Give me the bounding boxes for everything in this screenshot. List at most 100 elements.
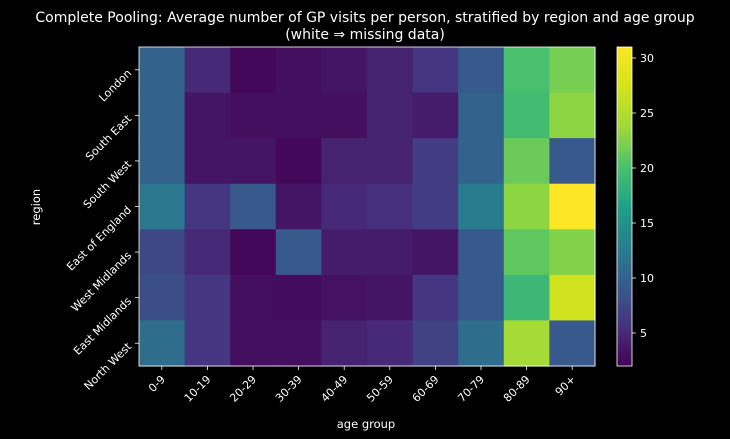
- heatmap-cell: [275, 138, 322, 185]
- heatmap-cell: [367, 229, 414, 276]
- y-tick-label: London: [96, 67, 134, 105]
- heatmap-cell: [458, 274, 505, 322]
- heatmap-cell: [412, 138, 459, 185]
- colorbar-tick-label: 25: [640, 107, 654, 120]
- heatmap-cell: [321, 274, 368, 322]
- heatmap-cell: [458, 47, 505, 94]
- y-axis-label: region: [29, 189, 43, 225]
- colorbar-tick-label: 10: [640, 272, 654, 285]
- heatmap-cell: [367, 92, 414, 139]
- heatmap-cell: [412, 183, 459, 230]
- x-tick-label: 30-39: [273, 373, 305, 405]
- heatmap-cell: [139, 320, 186, 367]
- heatmap-cell: [321, 92, 368, 139]
- x-tick-label: 10-19: [182, 373, 214, 405]
- heatmap-cell: [275, 320, 322, 367]
- heatmap-cell: [184, 229, 231, 276]
- chart-title-line1: Complete Pooling: Average number of GP v…: [35, 10, 694, 26]
- heatmap-cell: [367, 274, 414, 322]
- heatmap-cell: [549, 229, 596, 276]
- heatmap-cell: [503, 274, 550, 322]
- heatmap-cell: [184, 138, 231, 185]
- heatmap-cell: [230, 92, 277, 139]
- heatmap-cell: [139, 47, 186, 94]
- colorbar-ticks: 5 10 15 20 25 30: [632, 52, 654, 340]
- heatmap-cell: [458, 138, 505, 185]
- heatmap-cell: [184, 92, 231, 139]
- x-axis-label: age group: [337, 417, 395, 431]
- heatmap-cell: [503, 138, 550, 185]
- x-tick-label: 20-29: [227, 373, 259, 405]
- chart-title-line2: (white ⇒ missing data): [285, 27, 445, 43]
- heatmap-cell: [139, 229, 186, 276]
- heatmap-cell: [184, 274, 231, 322]
- y-tick-label: South West: [81, 157, 135, 211]
- colorbar-tick-label: 20: [640, 162, 654, 175]
- heatmap-cell: [275, 229, 322, 276]
- heatmap-cell: [549, 138, 596, 185]
- heatmap-cell: [230, 274, 277, 322]
- heatmap-cell: [321, 47, 368, 94]
- colorbar-tick-label: 5: [640, 327, 647, 340]
- colorbar-tick-label: 30: [640, 52, 654, 65]
- heatmap-cell: [549, 47, 596, 94]
- heatmap-cell: [367, 320, 414, 367]
- heatmap-cell: [549, 183, 596, 230]
- heatmap-cells: [138, 46, 596, 367]
- x-tick-label: 70-79: [455, 373, 487, 405]
- heatmap-cell: [412, 229, 459, 276]
- heatmap-cell: [321, 229, 368, 276]
- heatmap-cell: [458, 92, 505, 139]
- heatmap-cell: [549, 274, 596, 322]
- colorbar-tick-label: 15: [640, 217, 654, 230]
- heatmap-cell: [458, 320, 505, 367]
- heatmap-cell: [367, 183, 414, 230]
- heatmap-cell: [549, 320, 596, 367]
- x-tick-label: 90+: [553, 373, 579, 399]
- x-axis-ticks: 0-9 10-19 20-29 30-39 40-49 50-59 60-69 70-79 80…: [146, 366, 578, 405]
- heatmap-cell: [139, 183, 186, 230]
- heatmap-cell: [139, 92, 186, 139]
- heatmap-cell: [230, 229, 277, 276]
- heatmap-cell: [275, 183, 322, 230]
- x-tick-label: 50-59: [364, 373, 396, 405]
- heatmap-cell: [503, 183, 550, 230]
- heatmap-cell: [230, 138, 277, 185]
- heatmap-cell: [503, 92, 550, 139]
- heatmap-cell: [503, 320, 550, 367]
- heatmap-cell: [367, 138, 414, 185]
- heatmap-cell: [412, 47, 459, 94]
- x-tick-label: 0-9: [146, 373, 168, 395]
- heatmap-cell: [139, 138, 186, 185]
- heatmap-cell: [275, 92, 322, 139]
- heatmap-cell: [412, 92, 459, 139]
- heatmap-cell: [230, 47, 277, 94]
- x-tick-label: 60-69: [410, 373, 442, 405]
- heatmap-cell: [503, 47, 550, 94]
- heatmap-cell: [367, 47, 414, 94]
- heatmap-cell: [275, 47, 322, 94]
- heatmap-cell: [458, 229, 505, 276]
- x-tick-label: 80-89: [501, 373, 533, 405]
- heatmap-cell: [321, 183, 368, 230]
- colorbar: [616, 46, 633, 367]
- heatmap-cell: [549, 92, 596, 139]
- heatmap-cell: [230, 320, 277, 367]
- heatmap-cell: [139, 274, 186, 322]
- y-tick-label: South East: [83, 112, 135, 164]
- heatmap-cell: [458, 183, 505, 230]
- heatmap-cell: [503, 229, 550, 276]
- heatmap-cell: [184, 183, 231, 230]
- heatmap-cell: [184, 320, 231, 367]
- heatmap-cell: [321, 138, 368, 185]
- heatmap-cell: [412, 274, 459, 322]
- heatmap-cell: [184, 47, 231, 94]
- heatmap-cell: [230, 183, 277, 230]
- heatmap-cell: [321, 320, 368, 367]
- heatmap-cell: [275, 274, 322, 322]
- x-tick-label: 40-49: [319, 373, 351, 405]
- heatmap-cell: [412, 320, 459, 367]
